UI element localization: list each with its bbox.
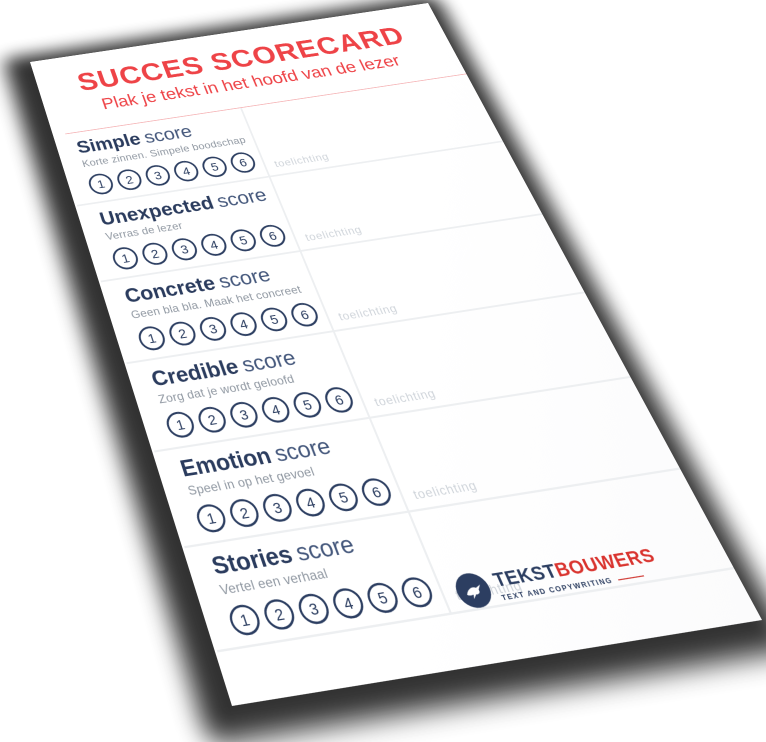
rating-circle[interactable]: 4 bbox=[292, 487, 330, 519]
rating-circle[interactable]: 4 bbox=[258, 395, 294, 425]
rating-circle[interactable]: 4 bbox=[198, 232, 231, 258]
rating-circle[interactable]: 2 bbox=[166, 320, 200, 348]
rating-circle[interactable]: 6 bbox=[397, 575, 438, 610]
rating-circle[interactable]: 5 bbox=[227, 228, 260, 254]
rating-circle[interactable]: 1 bbox=[86, 172, 116, 197]
notes-placeholder: toelichting bbox=[272, 150, 331, 170]
rating-circle[interactable]: 1 bbox=[163, 410, 198, 440]
rating-circle[interactable]: 1 bbox=[193, 502, 230, 535]
rating-circle[interactable]: 4 bbox=[328, 586, 369, 621]
rating-circle[interactable]: 6 bbox=[287, 301, 322, 329]
notes-placeholder: toelichting bbox=[410, 477, 480, 503]
rating-circle[interactable]: 2 bbox=[260, 597, 299, 633]
rating-circle[interactable]: 2 bbox=[195, 405, 230, 435]
rating-circle[interactable]: 4 bbox=[227, 310, 261, 339]
tagline-rule bbox=[617, 575, 644, 581]
rating-circle[interactable]: 1 bbox=[110, 245, 142, 272]
notes-placeholder: toelichting bbox=[372, 386, 438, 410]
rating-circle[interactable]: 3 bbox=[196, 315, 230, 343]
rating-circle[interactable]: 5 bbox=[363, 581, 403, 616]
rating-circle[interactable]: 1 bbox=[135, 325, 169, 353]
notes-placeholder: toelichting bbox=[336, 301, 400, 324]
rating-circle[interactable]: 5 bbox=[199, 155, 231, 179]
rating-circle[interactable]: 2 bbox=[139, 241, 171, 267]
rating-circle[interactable]: 5 bbox=[324, 482, 363, 514]
rating-circle[interactable]: 3 bbox=[294, 592, 334, 627]
rating-circle[interactable]: 3 bbox=[226, 400, 262, 430]
rating-circle[interactable]: 5 bbox=[289, 390, 326, 420]
rating-circle[interactable]: 2 bbox=[226, 497, 263, 530]
rating-circle[interactable]: 6 bbox=[321, 385, 358, 415]
notes-placeholder: toelichting bbox=[303, 223, 364, 244]
rating-circle[interactable]: 3 bbox=[168, 236, 201, 263]
rating-circle[interactable]: 6 bbox=[256, 223, 290, 249]
rating-circle[interactable]: 5 bbox=[257, 306, 292, 334]
rating-circle[interactable]: 1 bbox=[225, 603, 264, 638]
rating-circle[interactable]: 4 bbox=[171, 159, 202, 184]
rating-circle[interactable]: 3 bbox=[259, 492, 296, 525]
rating-circle[interactable]: 6 bbox=[227, 151, 259, 175]
scorecard-page: SUCCES SCORECARD Plak je tekst in het ho… bbox=[30, 2, 762, 706]
rating-circle[interactable]: 2 bbox=[114, 168, 145, 192]
rating-circle[interactable]: 6 bbox=[357, 476, 396, 509]
rating-circle[interactable]: 3 bbox=[142, 163, 174, 188]
